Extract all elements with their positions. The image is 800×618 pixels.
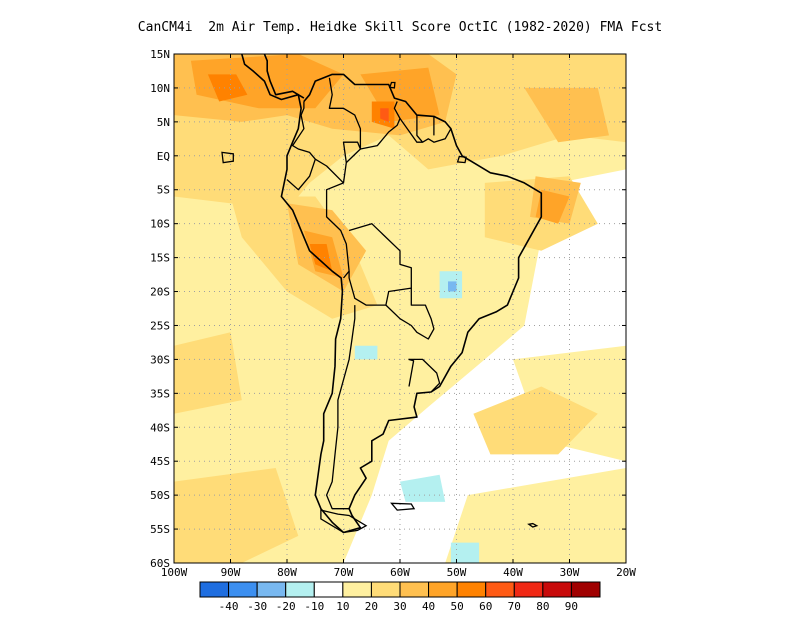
colorbar-swatch: [428, 581, 458, 598]
lon-tick-label: 90W: [221, 566, 241, 579]
lon-tick-label: 70W: [334, 566, 354, 579]
skill-region: [207, 74, 248, 102]
country-border: [286, 158, 316, 191]
colorbar-swatch: [399, 581, 430, 598]
skill-region: [450, 542, 480, 563]
colorbar-swatch: [342, 581, 372, 598]
colorbar-swatch: [570, 581, 601, 598]
lat-tick-label: 5N: [157, 116, 170, 129]
colorbar: -40 -30 -20 -10 10 20 30 40 50 60 70 80 90: [199, 581, 601, 613]
lon-tick-label: 80W: [277, 566, 297, 579]
lon-tick-label: 50W: [447, 566, 467, 579]
lat-tick-label: 15N: [150, 48, 170, 61]
lat-tick-label: 60S: [150, 557, 170, 570]
colorbar-label: -40: [219, 600, 239, 613]
skill-region: [174, 468, 299, 563]
map-axis-ticks: 15N 10N 5N EQ 5S 10S 15S 20S 25S 30S 35S 40S 45S 50S 5…: [150, 48, 636, 579]
lon-tick-label: 60W: [390, 566, 410, 579]
lat-tick-label: 50S: [150, 489, 170, 502]
lon-tick-label: 30W: [560, 566, 580, 579]
country-border: [348, 223, 412, 306]
lat-tick-label: 5S: [157, 184, 170, 197]
colorbar-swatch: [513, 581, 544, 598]
colorbar-label: 80: [536, 600, 549, 613]
colorbar-swatch: [542, 581, 572, 598]
coastline: [241, 54, 543, 534]
colorbar-label: 90: [565, 600, 578, 613]
island-outline: [390, 502, 416, 511]
island-outline: [388, 81, 396, 89]
skill-region: [445, 468, 626, 563]
lat-tick-label: 55S: [150, 523, 170, 536]
country-border: [416, 115, 424, 143]
page-title: CanCM4i 2m Air Temp. Heidke Skill Score …: [137, 20, 663, 35]
lat-tick-label: 45S: [150, 455, 170, 468]
colorbar-swatch: [199, 581, 230, 598]
colorbar-swatch: [456, 581, 487, 598]
colorbar-label: 50: [451, 600, 464, 613]
colorbar-label: 30: [393, 600, 406, 613]
colorbar-label: 70: [508, 600, 521, 613]
colorbar-swatch: [313, 581, 344, 598]
coastline: [263, 54, 305, 99]
colorbar-label: 40: [422, 600, 435, 613]
colorbar-swatch: [370, 581, 401, 598]
colorbar-swatch: [256, 581, 287, 598]
colorbar-label: -20: [276, 600, 296, 613]
lat-tick-label: 40S: [150, 421, 170, 434]
country-border: [325, 305, 356, 510]
lat-tick-label: 30S: [150, 353, 170, 366]
colorbar-label: -10: [304, 600, 324, 613]
skill-region: [174, 332, 242, 414]
skill-region: [473, 386, 598, 455]
lon-tick-label: 20W: [616, 566, 636, 579]
lat-tick-label: 20S: [150, 286, 170, 299]
country-border: [360, 101, 401, 150]
lat-tick-label: 10N: [150, 82, 170, 95]
lat-tick-label: 10S: [150, 218, 170, 231]
island-outline: [456, 155, 467, 164]
skill-region: [448, 281, 457, 292]
colorbar-swatch: [485, 581, 515, 598]
colorbar-label: 60: [479, 600, 492, 613]
colorbar-swatch: [228, 581, 258, 598]
country-border: [385, 288, 435, 340]
colorbar-label: -30: [247, 600, 267, 613]
colorbar-label: 20: [365, 600, 378, 613]
country-border: [291, 77, 362, 184]
skill-region: [354, 345, 378, 360]
lat-tick-label: 15S: [150, 252, 170, 265]
land-outlines: [221, 54, 543, 534]
skill-region: [535, 189, 570, 224]
lon-tick-label: 40W: [503, 566, 523, 579]
island-outline: [527, 522, 539, 528]
skill-region: [400, 474, 446, 502]
island-outline: [221, 151, 234, 164]
country-border: [345, 148, 361, 164]
lon-tick-label: 100W: [161, 566, 188, 579]
lat-tick-label: EQ: [157, 150, 170, 163]
island-outline: [320, 509, 368, 534]
colorbar-swatch: [285, 581, 315, 598]
country-border: [408, 358, 441, 393]
country-border: [408, 358, 415, 387]
lat-tick-label: 25S: [150, 319, 170, 332]
lat-tick-label: 35S: [150, 387, 170, 400]
skill-region: [380, 108, 389, 122]
skill-region: [524, 87, 609, 143]
skill-region: [309, 244, 333, 272]
country-border: [399, 118, 452, 143]
colorbar-label: 10: [336, 600, 349, 613]
